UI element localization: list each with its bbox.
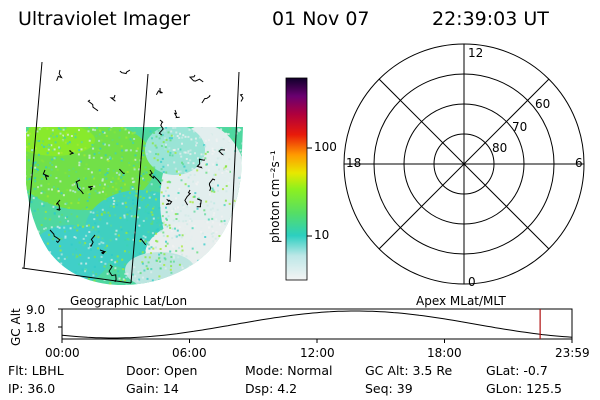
timeline-xtick-1800: 18:00 (427, 346, 462, 360)
mlt-label-18: 18 (346, 156, 362, 170)
uv-image (26, 127, 243, 286)
instrument-title: Ultraviolet Imager (18, 8, 191, 30)
timeline-ylabel: GC Alt (9, 308, 23, 346)
coastlines (42, 69, 244, 283)
timeline-plot (58, 308, 573, 343)
timeline-ytick-9: 9.0 (26, 303, 46, 317)
map-panel-title: Geographic Lat/Lon (70, 294, 188, 308)
info-filter: Flt: LBHL (8, 363, 64, 378)
lat-label-70: 70 (512, 120, 528, 134)
colorbar-tick-10: 10 (314, 228, 330, 242)
timeline-ytick-1-8: 1.8 (26, 321, 46, 335)
info-glat: GLat: -0.7 (486, 363, 548, 378)
lat-label-60: 60 (535, 97, 551, 111)
mlt-label-6: 6 (575, 156, 583, 170)
map-grid (21, 61, 240, 284)
polar-plot (343, 43, 585, 285)
timeline-xtick-0000: 00:00 (45, 346, 80, 360)
info-glon: GLon: 125.5 (486, 381, 562, 396)
colorbar-unit-label: photon cm⁻²s⁻¹ (268, 150, 282, 243)
mlt-label-12: 12 (468, 46, 484, 60)
timeline-xtick-0600: 06:00 (172, 346, 207, 360)
observation-date: 01 Nov 07 (272, 8, 370, 30)
colorbar-tick-100: 100 (314, 140, 337, 154)
info-mode: Mode: Normal (245, 363, 333, 378)
apex-panel-title: Apex MLat/MLT (416, 294, 506, 308)
lat-label-80: 80 (492, 141, 508, 155)
info-gc-alt: GC Alt: 3.5 Re (365, 363, 453, 378)
info-seq: Seq: 39 (365, 381, 413, 396)
timeline-xtick-2359: 23:59 (555, 346, 590, 360)
info-ip: IP: 36.0 (8, 381, 56, 396)
mlt-label-0: 0 (468, 275, 476, 289)
timeline-xtick-1200: 12:00 (300, 346, 335, 360)
info-gain: Gain: 14 (126, 381, 179, 396)
info-door: Door: Open (126, 363, 198, 378)
observation-time: 22:39:03 UT (432, 8, 549, 30)
color-bar (285, 77, 312, 281)
info-dsp: Dsp: 4.2 (245, 381, 298, 396)
